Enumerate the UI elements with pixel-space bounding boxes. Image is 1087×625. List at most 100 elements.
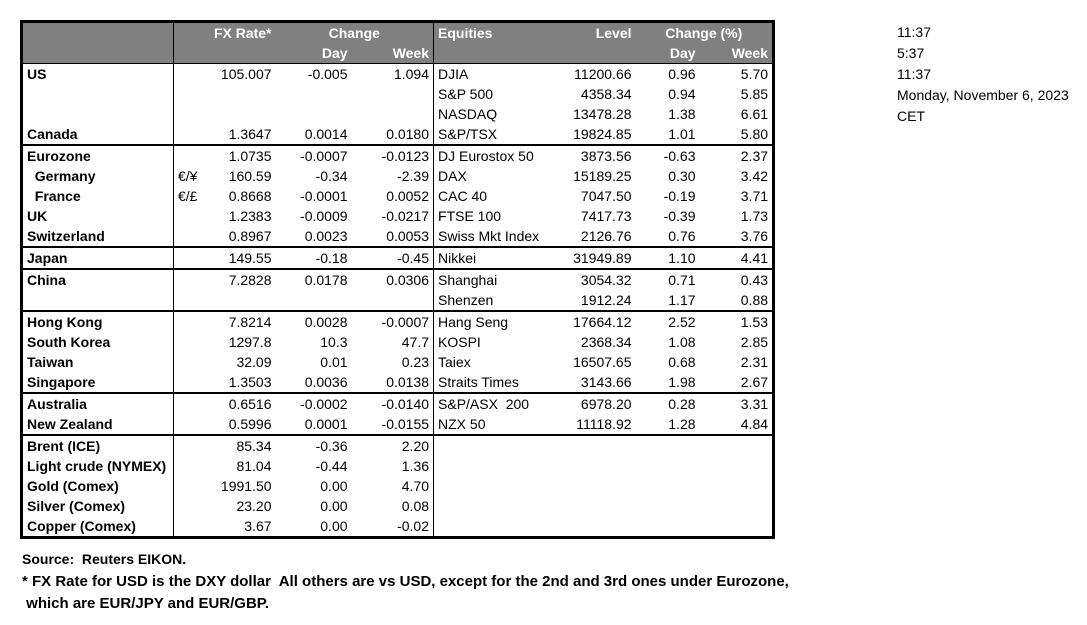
country-cell: Singapore xyxy=(21,372,174,393)
fx-change-day-cell xyxy=(276,290,352,311)
header-fx-day: Day xyxy=(275,43,352,64)
equity-level-cell: 3143.66 xyxy=(580,374,632,390)
fx-rate-cell: 1.3647 xyxy=(228,126,272,142)
fx-rate-cell: 0.8967 xyxy=(228,228,272,244)
country-cell: Copper (Comex) xyxy=(21,516,174,538)
equity-change-day-cell xyxy=(636,456,700,476)
table-row: Light crude (NYMEX) 81.04 -0.44 1.36 xyxy=(21,456,774,476)
equity-level-cell: 4358.34 xyxy=(580,86,632,102)
table-row: Germany €/¥ 160.59 -0.34 -2.39 DAX 15189… xyxy=(21,166,774,186)
fx-change-day-cell: -0.0007 xyxy=(275,144,352,166)
table-body: US 105.007 -0.005 1.094 DJIA 11200.66 0.… xyxy=(21,63,774,538)
clock-time-secondary: 5:37 xyxy=(897,45,925,61)
equity-level-cell xyxy=(540,476,636,496)
equity-index-cell: DAX xyxy=(433,166,540,186)
equity-level-cell: 11200.66 xyxy=(574,66,632,82)
fx-rate-cell: 7.2828 xyxy=(203,268,276,290)
equity-index-cell: CAC 40 xyxy=(433,186,540,206)
fx-change-day-cell: 0.0023 xyxy=(304,228,348,244)
market-table: FX Rate* Change Equities Level Change (%… xyxy=(20,20,776,539)
fx-change-day-cell: 0.00 xyxy=(320,518,348,534)
country-cell: Silver (Comex) xyxy=(21,496,174,516)
equity-change-week-cell: 3.31 xyxy=(699,392,774,414)
fx-change-week-cell xyxy=(352,84,434,104)
fx-change-week-cell: 0.0138 xyxy=(386,374,430,390)
fx-change-week-cell: -2.39 xyxy=(397,168,430,184)
fx-change-day-cell: -0.18 xyxy=(275,246,352,269)
equity-change-week-cell: 1.73 xyxy=(740,208,769,224)
footnote-line-1: * FX Rate for USD is the DXY dollar All … xyxy=(22,573,789,590)
table-row: South Korea 1297.8 10.3 47.7 KOSPI 2368.… xyxy=(21,332,774,352)
fx-change-week-cell: -0.0123 xyxy=(351,144,434,166)
fx-change-day-cell: -0.0002 xyxy=(275,392,352,414)
fx-rate-cell: 1991.50 xyxy=(220,478,272,494)
table-row: France €/£ 0.8668 -0.0001 0.0052 CAC 40 … xyxy=(21,186,774,206)
header-fx-change: Change xyxy=(275,21,434,43)
header-blank-1 xyxy=(21,43,174,64)
header-blank-3 xyxy=(433,43,540,64)
equity-change-week-cell: 3.42 xyxy=(740,168,769,184)
source-note: Source: Reuters EIKON. xyxy=(22,551,187,567)
equity-index-cell xyxy=(433,496,540,516)
timezone-label: CET xyxy=(897,108,925,124)
fx-rate-cell: 1.0735 xyxy=(203,144,276,166)
equity-change-day-cell: 0.94 xyxy=(668,86,696,102)
fx-change-week-cell: -0.45 xyxy=(351,246,434,269)
fx-rate-cell: 105.007 xyxy=(220,66,272,82)
fx-change-week-cell xyxy=(352,290,434,311)
fx-rate-cell: 85.34 xyxy=(203,434,276,456)
equity-index-cell xyxy=(433,516,540,538)
currency-pair-cell xyxy=(174,104,204,124)
equity-level-cell: 16507.65 xyxy=(573,354,632,370)
table-row: Hong Kong 7.8214 0.0028 -0.0007 Hang Sen… xyxy=(21,310,774,332)
fx-change-day-cell: -0.34 xyxy=(315,168,348,184)
equity-change-week-cell: 5.85 xyxy=(740,86,769,102)
fx-rate-cell: 3.67 xyxy=(244,518,272,534)
fx-change-day-cell: 0.0014 xyxy=(304,126,348,142)
currency-pair-cell xyxy=(174,332,204,352)
table-row: Shenzen 1912.24 1.17 0.88 xyxy=(21,290,774,311)
equity-level-cell: 7417.73 xyxy=(580,208,632,224)
fx-change-day-cell: -0.36 xyxy=(275,434,352,456)
equity-index-cell: Swiss Mkt Index xyxy=(433,226,540,247)
header-eq-change-pct: Change (%) xyxy=(635,21,774,43)
country-cell: Taiwan xyxy=(21,352,174,372)
equity-change-day-cell: 1.98 xyxy=(668,374,696,390)
equity-change-week-cell: 4.41 xyxy=(699,246,774,269)
currency-pair-cell xyxy=(174,290,204,311)
fx-change-day-cell: -0.0009 xyxy=(300,208,348,224)
currency-pair-cell xyxy=(174,84,204,104)
currency-pair-cell xyxy=(173,246,204,269)
table-row: Canada 1.3647 0.0014 0.0180 S&P/TSX 1982… xyxy=(21,124,774,145)
equity-change-day-cell xyxy=(636,516,700,538)
header-country-blank xyxy=(21,21,174,43)
country-cell: Hong Kong xyxy=(21,310,174,332)
country-cell: New Zealand xyxy=(21,414,174,435)
equity-change-week-cell: 0.43 xyxy=(699,268,774,290)
currency-pair-cell xyxy=(174,352,204,372)
equity-index-cell: NZX 50 xyxy=(433,414,540,435)
currency-pair-cell xyxy=(173,144,204,166)
country-cell xyxy=(21,290,174,311)
header-eq-day: Day xyxy=(635,43,700,64)
equity-change-week-cell xyxy=(700,516,774,538)
equity-change-day-cell: 0.71 xyxy=(635,268,700,290)
fx-rate-cell: 23.20 xyxy=(236,498,272,514)
fx-change-day-cell: 0.00 xyxy=(320,498,348,514)
equity-level-cell: 15189.25 xyxy=(573,168,632,184)
fx-change-week-cell: 0.0053 xyxy=(386,228,430,244)
equity-change-day-cell: 0.28 xyxy=(635,392,700,414)
header-fx-week: Week xyxy=(351,43,434,64)
fx-change-day-cell: 0.01 xyxy=(320,354,348,370)
fx-change-week-cell: -0.0140 xyxy=(351,392,434,414)
header-level: Level xyxy=(539,21,636,43)
country-cell: Japan xyxy=(21,246,174,269)
equity-change-day-cell: 0.68 xyxy=(668,354,696,370)
fx-change-week-cell: 4.70 xyxy=(401,478,430,494)
fx-rate-cell: 1.3503 xyxy=(228,374,272,390)
equity-change-day-cell: 0.96 xyxy=(668,66,696,82)
equity-change-day-cell: 1.01 xyxy=(668,126,696,142)
table-row: UK 1.2383 -0.0009 -0.0217 FTSE 100 7417.… xyxy=(21,206,774,226)
table-row: Eurozone 1.0735 -0.0007 -0.0123 DJ Euros… xyxy=(21,144,774,166)
currency-pair-cell xyxy=(174,226,204,247)
